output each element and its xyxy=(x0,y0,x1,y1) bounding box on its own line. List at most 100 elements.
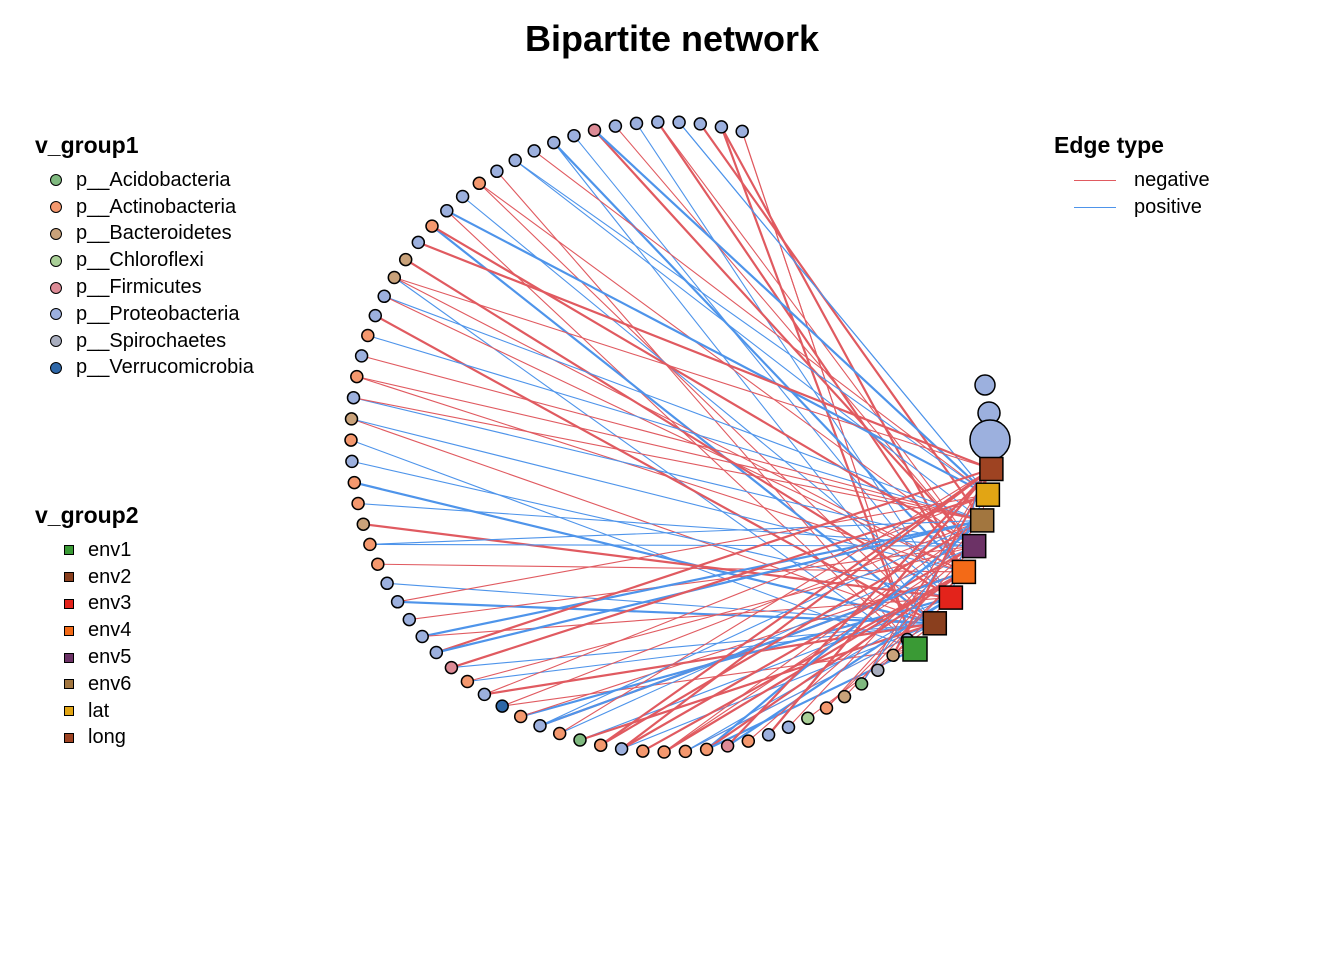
nodes-layer xyxy=(344,115,1011,759)
legend-label: env5 xyxy=(88,646,132,669)
positive-edge xyxy=(593,129,989,496)
taxon-node xyxy=(636,744,650,758)
taxon-node xyxy=(508,153,522,168)
legend-swatch xyxy=(50,361,62,374)
positive-edge xyxy=(678,121,989,496)
taxon-node xyxy=(513,709,528,724)
legend-v-group2: v_group2 env1 env2 env3 env4 env5 env6 lat long xyxy=(35,502,139,751)
negative-edge xyxy=(435,467,992,654)
positive-edge xyxy=(358,502,975,547)
legend-item: long xyxy=(35,725,139,752)
negative-edge xyxy=(353,397,983,521)
negative-edge xyxy=(363,523,952,599)
taxon-node xyxy=(573,733,587,747)
taxon-node xyxy=(444,660,459,675)
taxon-node xyxy=(608,119,623,133)
positive-edge xyxy=(861,494,989,685)
taxon-node xyxy=(380,576,394,591)
negative-edge xyxy=(356,376,965,573)
legend-swatch xyxy=(50,201,62,214)
taxon-node xyxy=(871,663,885,677)
taxon-node xyxy=(593,738,608,752)
edges-layer xyxy=(350,121,993,753)
positive-edge xyxy=(539,570,965,727)
taxon-node xyxy=(425,219,439,233)
legend-label: positive xyxy=(1134,195,1202,218)
taxon-node xyxy=(363,537,377,552)
env-node xyxy=(902,636,928,662)
legend-label: p__Verrucomicrobia xyxy=(76,356,254,379)
legend-item: p__Chloroflexi xyxy=(35,247,254,274)
taxon-node xyxy=(477,687,492,702)
positive-edge xyxy=(636,123,952,598)
legend-item: negative xyxy=(1054,167,1210,194)
legend-swatch xyxy=(64,679,74,690)
taxon-node xyxy=(629,116,644,131)
taxon-node xyxy=(429,645,444,660)
negative-edge xyxy=(861,468,992,685)
negative-edge xyxy=(356,376,983,521)
env-node xyxy=(951,559,977,585)
legend-label: p__Acidobacteria xyxy=(76,168,231,191)
taxon-node xyxy=(350,369,364,384)
taxon-node xyxy=(552,726,567,741)
legend-swatch xyxy=(50,335,62,348)
legend-swatch xyxy=(64,652,74,663)
hub-node xyxy=(969,419,1011,461)
legend-item: env3 xyxy=(35,591,139,618)
legend-label: p__Proteobacteria xyxy=(76,302,240,325)
taxon-node xyxy=(402,612,417,627)
taxon-node xyxy=(460,674,475,689)
legend-swatch xyxy=(64,545,74,556)
taxon-node xyxy=(361,328,375,343)
taxon-node xyxy=(819,701,834,715)
taxon-node xyxy=(678,744,693,759)
negative-edge xyxy=(467,545,975,683)
taxon-node xyxy=(837,689,852,704)
taxon-node xyxy=(411,235,426,250)
negative-edge xyxy=(788,520,983,728)
positive-edge xyxy=(462,196,952,599)
positive-edge xyxy=(451,622,935,669)
negative-edge xyxy=(600,468,993,747)
taxon-node xyxy=(398,252,413,267)
legend-label: env4 xyxy=(88,619,132,642)
env-node xyxy=(938,585,964,610)
positive-edge xyxy=(353,397,975,547)
taxon-node xyxy=(455,189,470,204)
negative-edge xyxy=(533,150,989,496)
legend-item: p__Proteobacteria xyxy=(35,301,254,328)
positive-edge xyxy=(467,622,935,683)
env-node xyxy=(922,611,948,636)
taxon-node xyxy=(587,123,602,137)
legend-swatch xyxy=(50,227,62,240)
taxon-node xyxy=(801,711,815,726)
legend-label: p__Spirochaetes xyxy=(76,329,227,352)
negative-edge xyxy=(496,170,916,650)
positive-edge xyxy=(446,209,989,496)
legend-item: lat xyxy=(35,698,139,725)
taxon-node xyxy=(781,720,796,734)
legend-swatch xyxy=(64,598,74,609)
taxon-node xyxy=(735,124,749,139)
negative-edge xyxy=(409,545,975,621)
taxon-node xyxy=(371,557,385,571)
taxon-node xyxy=(490,164,504,179)
taxon-node xyxy=(854,677,869,691)
taxon-node xyxy=(527,144,541,158)
negative-edge xyxy=(767,468,993,736)
taxon-node xyxy=(344,433,358,447)
legend-item: env2 xyxy=(35,564,139,591)
legend-label: env1 xyxy=(88,538,132,561)
taxon-node xyxy=(354,349,369,363)
legend-label: p__Firmicutes xyxy=(76,276,202,299)
taxon-node xyxy=(387,270,402,285)
positive-edge xyxy=(573,135,952,598)
legend-label: negative xyxy=(1134,168,1210,191)
taxon-node xyxy=(614,742,629,756)
taxon-node xyxy=(761,728,776,742)
taxon-node xyxy=(345,454,359,469)
negative-edge xyxy=(663,519,983,753)
positive-edge xyxy=(514,159,983,521)
